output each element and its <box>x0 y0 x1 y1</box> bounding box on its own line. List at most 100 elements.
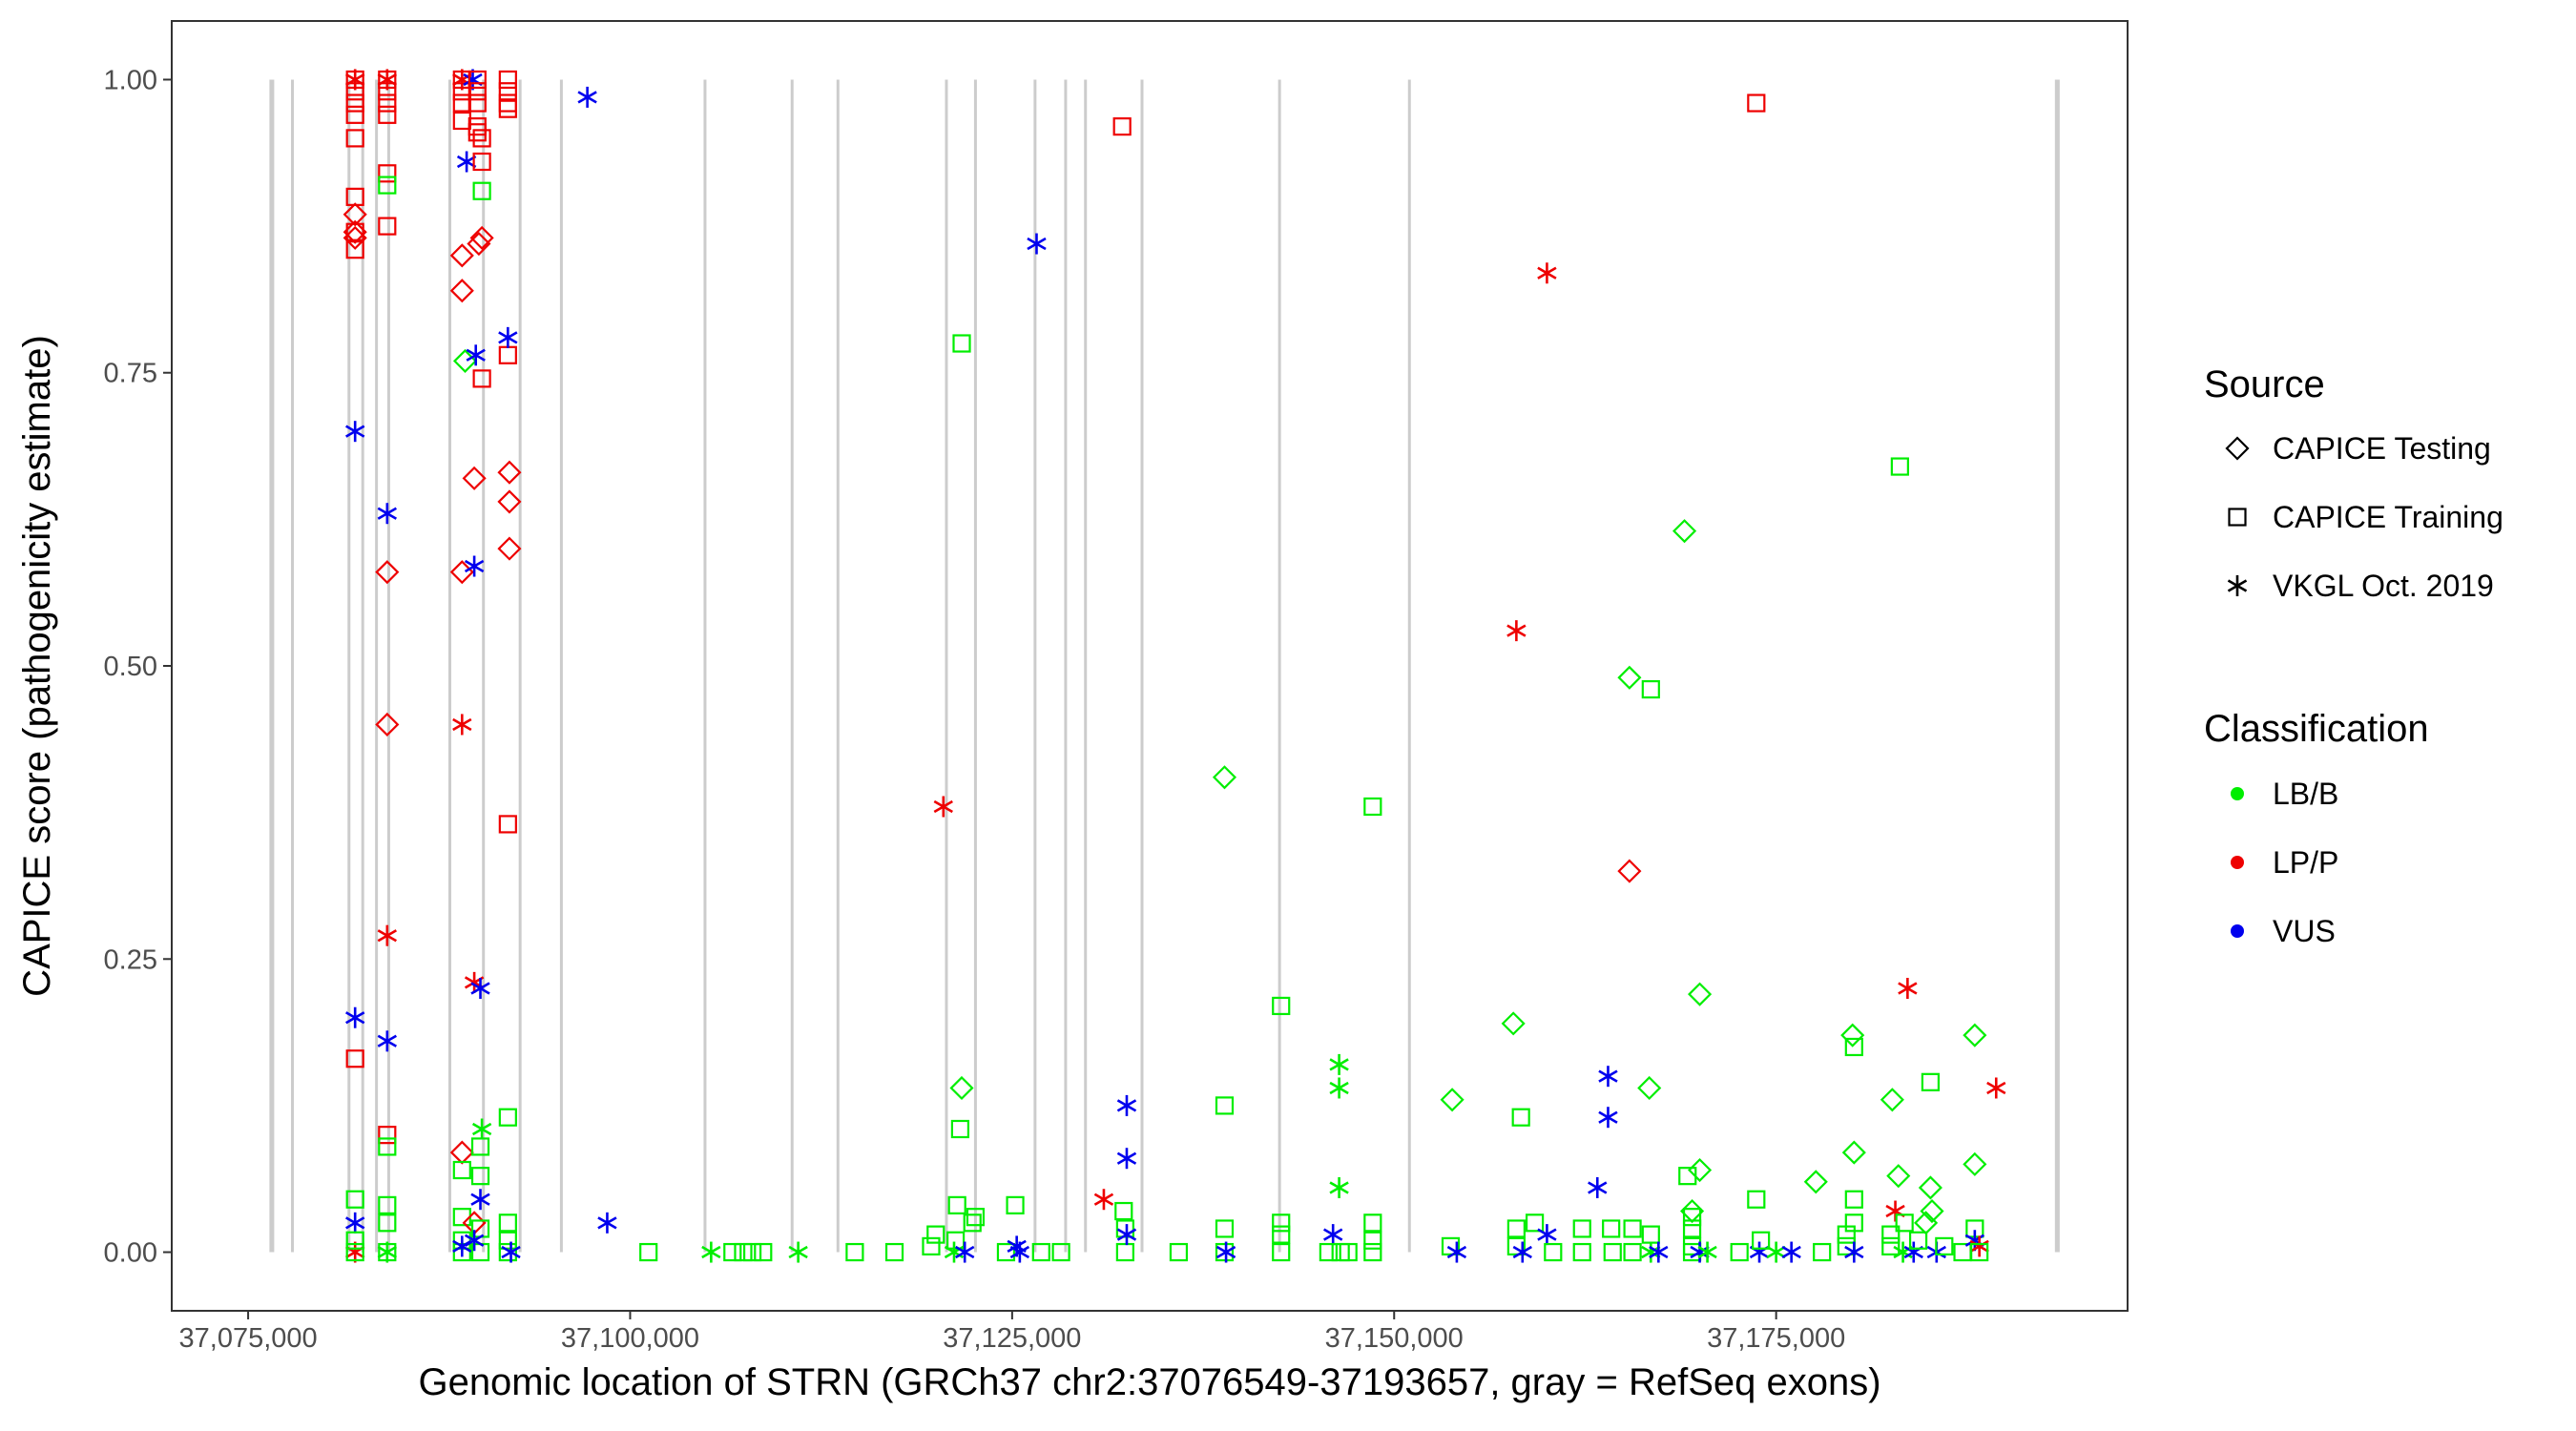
data-point <box>1329 1176 1349 1198</box>
data-point <box>345 93 364 113</box>
data-point <box>1212 765 1237 790</box>
data-point <box>1506 620 1527 642</box>
x-tick-label: 37,100,000 <box>561 1323 699 1354</box>
y-axis: 0.00 0.25 0.50 0.75 1.00 <box>104 65 172 1269</box>
data-point <box>1881 1225 1901 1244</box>
data-point <box>1672 519 1697 544</box>
data-point <box>1682 1219 1702 1238</box>
data-point <box>1537 262 1557 284</box>
data-point <box>345 1049 364 1068</box>
data-point <box>378 217 397 236</box>
data-point <box>1112 117 1132 136</box>
data-point <box>345 105 364 124</box>
data-point <box>1093 1189 1114 1211</box>
data-point <box>377 69 397 91</box>
data-point <box>345 1006 365 1028</box>
data-point <box>1363 1231 1382 1250</box>
y-tick-label: 0.75 <box>104 359 157 389</box>
data-point <box>1501 1011 1526 1036</box>
data-point <box>1986 1077 2006 1099</box>
data-point <box>1690 1241 1710 1263</box>
y-tick-label: 0.50 <box>104 652 157 682</box>
data-point <box>1617 665 1642 690</box>
data-point <box>1116 1148 1137 1170</box>
data-point <box>996 1242 1016 1262</box>
data-point <box>497 536 522 561</box>
data-point <box>1506 1219 1526 1238</box>
x-tick-label: 37,075,000 <box>179 1323 318 1354</box>
data-point <box>470 978 490 999</box>
data-point <box>467 231 491 257</box>
data-point <box>497 460 522 485</box>
data-point <box>1895 1213 1914 1233</box>
data-point <box>1051 1242 1070 1262</box>
data-point <box>466 344 486 366</box>
data-point <box>788 1241 808 1263</box>
data-point <box>452 714 472 736</box>
data-point <box>345 1212 365 1234</box>
data-point <box>1115 1242 1134 1262</box>
data-point <box>1339 1242 1358 1262</box>
data-point <box>1215 1096 1235 1115</box>
data-point <box>378 1137 397 1156</box>
data-point <box>449 243 474 268</box>
y-tick-label: 0.00 <box>104 1238 157 1269</box>
data-point <box>498 1242 517 1262</box>
data-point <box>469 225 494 250</box>
data-point <box>1544 1242 1563 1262</box>
data-point <box>723 1242 742 1262</box>
data-point <box>464 1230 485 1252</box>
data-point <box>1440 1088 1465 1112</box>
data-point <box>1747 1190 1766 1209</box>
data-point <box>1813 1242 1832 1262</box>
data-point <box>1027 233 1047 255</box>
data-point <box>470 1167 490 1186</box>
legend-label-testing: CAPICE Testing <box>2273 431 2491 466</box>
data-point <box>1921 1072 1940 1091</box>
data-point <box>1918 1175 1942 1200</box>
data-point <box>456 151 477 173</box>
data-point <box>597 1212 617 1234</box>
data-point <box>467 82 487 101</box>
data-point <box>1272 1242 1291 1262</box>
y-tick-label: 0.25 <box>104 944 157 975</box>
data-point <box>922 1236 941 1256</box>
data-point <box>375 560 400 585</box>
data-point <box>1688 982 1713 1006</box>
data-point <box>498 1108 517 1127</box>
data-point <box>1935 1236 1954 1256</box>
data-point <box>963 1213 982 1233</box>
data-point <box>1697 1241 1717 1263</box>
data-point <box>1880 1088 1904 1112</box>
data-point <box>1898 978 1918 999</box>
data-point <box>952 334 971 353</box>
data-point <box>1512 1241 1532 1263</box>
data-point <box>345 1190 364 1209</box>
data-point <box>1781 1241 1801 1263</box>
x-tick-label: 37,150,000 <box>1325 1323 1464 1354</box>
data-point <box>464 555 485 577</box>
x-axis-title: Genomic location of STRN (GRCh37 chr2:37… <box>418 1361 1880 1403</box>
data-point <box>1006 1195 1025 1214</box>
data-point <box>946 1231 966 1250</box>
data-point <box>1890 457 1909 476</box>
data-point <box>1886 1164 1911 1189</box>
legend-source-title: Source <box>2204 363 2325 405</box>
data-point <box>1169 1242 1189 1262</box>
data-point <box>1215 1241 1236 1263</box>
legend: Source CAPICE Testing CAPICE Training VKGL … <box>2204 363 2503 948</box>
data-point <box>577 86 597 108</box>
data-point <box>1969 1235 1989 1257</box>
data-point <box>884 1242 904 1262</box>
data-point <box>375 712 400 737</box>
data-point <box>345 421 365 443</box>
x-axis: 37,075,000 37,100,000 37,125,000 37,150,000… <box>179 1311 1845 1354</box>
data-point <box>1649 1241 1669 1263</box>
data-point <box>378 93 397 113</box>
data-point <box>1588 1176 1608 1198</box>
data-point <box>378 1126 397 1145</box>
data-point <box>1272 1225 1291 1244</box>
data-point <box>378 176 397 195</box>
